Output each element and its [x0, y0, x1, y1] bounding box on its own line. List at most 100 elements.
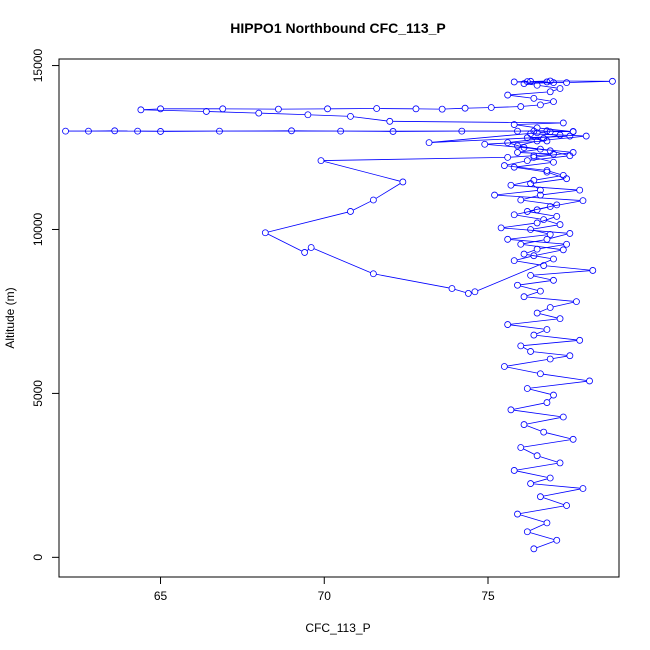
- data-point: [530, 94, 538, 102]
- data-point: [523, 208, 531, 215]
- series-segment: [520, 285, 538, 291]
- series-points-group: [62, 77, 616, 553]
- data-point: [507, 181, 515, 189]
- data-point: [520, 250, 528, 258]
- data-point: [517, 196, 525, 204]
- series-segment: [353, 116, 387, 122]
- data-point: [533, 137, 541, 145]
- series-segment: [553, 200, 581, 207]
- series-segment: [313, 248, 371, 273]
- series-segment: [517, 260, 541, 266]
- data-point: [527, 180, 534, 187]
- series-segment: [533, 478, 548, 484]
- series-segment: [536, 334, 577, 341]
- data-point: [546, 88, 554, 96]
- series-segment: [507, 359, 548, 367]
- y-tick-label: 0: [31, 554, 45, 561]
- data-point: [523, 78, 531, 86]
- series-segment: [520, 505, 564, 514]
- data-point: [389, 128, 397, 135]
- series-segment: [548, 397, 552, 401]
- data-point: [533, 309, 541, 317]
- data-point: [111, 127, 119, 135]
- data-point: [500, 162, 508, 169]
- series-segment: [539, 313, 558, 319]
- plot-frame: [58, 58, 620, 578]
- data-point: [373, 105, 381, 112]
- data-point: [464, 290, 472, 297]
- data-point: [546, 128, 554, 136]
- x-tick-label: 75: [481, 589, 495, 603]
- data-point: [576, 186, 584, 194]
- series-segment: [510, 318, 558, 325]
- data-point: [540, 216, 548, 224]
- series-segment: [487, 144, 538, 150]
- series-segment: [536, 152, 571, 158]
- x-tick-label: 65: [154, 589, 168, 603]
- data-point: [566, 352, 574, 360]
- data-point: [556, 315, 564, 323]
- series-segment: [546, 220, 558, 225]
- data-point: [523, 134, 531, 142]
- data-point: [566, 132, 574, 140]
- series-segment: [520, 149, 538, 153]
- data-point: [546, 147, 554, 155]
- data-point: [563, 502, 571, 509]
- series-segment: [513, 185, 577, 191]
- data-point: [514, 127, 521, 135]
- data-point: [586, 377, 593, 385]
- data-point: [471, 288, 479, 296]
- data-point: [520, 80, 528, 87]
- series-segment: [323, 157, 505, 161]
- series-segment: [523, 346, 529, 351]
- series-segment: [432, 135, 567, 143]
- series-line-group: [68, 80, 610, 549]
- series-segment: [543, 373, 587, 381]
- data-point: [576, 336, 584, 344]
- data-point: [510, 257, 518, 265]
- data-point: [543, 326, 551, 333]
- series-segment: [536, 175, 561, 181]
- data-point: [533, 219, 541, 227]
- series-segment: [517, 167, 545, 173]
- data-point: [533, 206, 541, 214]
- data-point: [514, 142, 521, 150]
- series-segment: [526, 291, 538, 297]
- x-axis-label: CFC_113_P: [305, 621, 370, 635]
- series-segment: [513, 409, 561, 417]
- series-segment: [268, 211, 348, 233]
- data-point: [556, 459, 564, 467]
- series-segment: [454, 288, 466, 293]
- data-point: [523, 157, 531, 165]
- series-segment: [517, 256, 532, 261]
- data-point: [537, 370, 544, 378]
- series-segment: [530, 532, 555, 540]
- data-point: [550, 158, 557, 166]
- data-point: [579, 197, 587, 205]
- data-point: [530, 545, 538, 553]
- series-segment: [310, 114, 348, 117]
- series-segment: [523, 448, 535, 455]
- series-segment: [530, 380, 587, 389]
- series-segment: [376, 273, 450, 289]
- data-point: [520, 293, 528, 301]
- data-point: [563, 240, 571, 248]
- data-point: [579, 485, 587, 492]
- data-point: [573, 298, 580, 306]
- series-segment: [540, 135, 584, 142]
- series-segment: [507, 366, 538, 374]
- y-tick-label: 10000: [31, 212, 45, 246]
- series-segment: [523, 340, 577, 346]
- series-segment: [497, 190, 538, 196]
- series-segment: [533, 224, 558, 230]
- data-point: [563, 79, 571, 87]
- series-segment: [494, 106, 518, 108]
- data-point: [514, 149, 521, 156]
- data-point: [533, 452, 541, 460]
- data-point: [530, 331, 538, 339]
- data-point: [304, 111, 312, 119]
- series-segment: [546, 265, 590, 271]
- series-segment: [552, 89, 558, 92]
- data-point: [563, 175, 571, 183]
